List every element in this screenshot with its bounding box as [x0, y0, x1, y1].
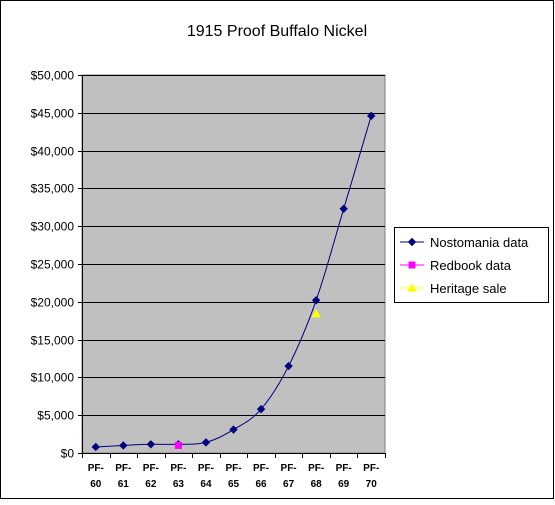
legend-swatch-marker: [407, 282, 417, 292]
legend-item: Heritage sale: [400, 281, 507, 296]
data-point-0: [201, 438, 211, 447]
series-line-0: [95, 115, 372, 448]
x-tick-label: PF-63: [170, 463, 186, 490]
data-point-0: [284, 361, 293, 371]
legend: Nostomania data Redbook data Heritage sale: [394, 227, 549, 303]
legend-swatch-marker: [408, 261, 416, 269]
x-tick-label: PF-70: [363, 463, 379, 490]
data-point-0: [146, 440, 156, 449]
y-tick-label: $25,000: [31, 258, 75, 272]
data-point-0: [367, 111, 376, 121]
x-tick-label: PF-66: [253, 463, 269, 490]
y-tick-label: $0: [61, 447, 75, 461]
data-point-0: [229, 425, 238, 434]
y-tick-label: $10,000: [31, 371, 75, 385]
data-point-2: [311, 308, 321, 318]
data-point-0: [311, 296, 321, 305]
x-tick-label: PF-60: [88, 463, 104, 490]
x-tick-label: PF-68: [308, 463, 324, 490]
y-tick-label: $15,000: [31, 334, 75, 348]
y-tick-label: $45,000: [31, 107, 75, 121]
data-point-0: [339, 204, 348, 214]
legend-label: Nostomania data: [430, 235, 529, 250]
data-point-0: [256, 404, 266, 414]
legend-swatch-marker: [407, 237, 417, 247]
x-tick-label: PF-65: [225, 463, 241, 490]
data-point-1: [174, 441, 182, 449]
legend-label: Heritage sale: [430, 281, 507, 296]
x-tick-label: PF-61: [115, 463, 131, 490]
legend-item: Nostomania data: [400, 235, 529, 250]
chart-title: 1915 Proof Buffalo Nickel: [187, 23, 367, 40]
data-point-0: [91, 442, 100, 452]
legend-item: Redbook data: [400, 258, 512, 273]
plot-area: $0 $5,000 $10,000 $15,000 $20,000 $25,000 $30,…: [31, 69, 386, 490]
data-point-0: [119, 441, 128, 450]
y-tick-label: $5,000: [37, 409, 74, 423]
y-tick-label: $20,000: [31, 296, 75, 310]
legend-label: Redbook data: [430, 258, 512, 273]
x-tick-label: PF-62: [143, 463, 159, 490]
y-tick-label: $40,000: [31, 145, 75, 159]
x-tick-label: PF-64: [198, 463, 214, 490]
y-tick-label: $35,000: [31, 182, 75, 196]
y-tick-label: $50,000: [31, 69, 75, 83]
y-tick-label: $30,000: [31, 220, 75, 234]
x-tick-label: PF-67: [281, 463, 297, 490]
x-tick-label: PF-69: [336, 463, 352, 490]
